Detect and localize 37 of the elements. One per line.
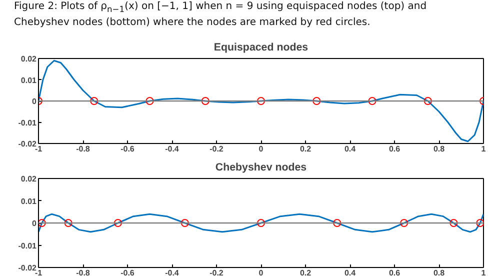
y-tick-label: -0.01 (18, 241, 38, 250)
x-tick-label: 0 (258, 268, 264, 278)
x-tick-label: 0.4 (344, 144, 356, 154)
x-tick-label: 0.2 (300, 268, 312, 278)
x-tick-label: -0.2 (210, 144, 224, 154)
x-tick-label: -0.2 (210, 268, 224, 278)
x-tick-label: -1 (34, 144, 43, 154)
y-tick-label: 0.01 (20, 76, 38, 85)
y-tick-label: -0.01 (18, 118, 38, 128)
x-tick-label: -1 (34, 268, 43, 278)
x-tick-label: -0.6 (120, 268, 135, 278)
caption: Figure 2: Plots of ρ$_{n−1}$(x) on [−1, 1] when n = 9 using equispaced nodes (top) and Chebyshev nodes (bottom) where the nodes are marked by red circles. (14, 0, 428, 29)
x-tick-label: 0 (258, 144, 264, 154)
x-tick-label: -0.8 (76, 144, 90, 154)
x-tick-label: 0.6 (388, 144, 401, 154)
x-tick-label: 0.6 (388, 268, 401, 278)
y-tick-label: 0 (32, 97, 38, 106)
x-tick-label: -0.8 (76, 268, 90, 278)
y-tick-label: 0.01 (20, 196, 38, 206)
line-series (38, 60, 484, 142)
y-tick-label: -0.02 (18, 264, 38, 272)
x-tick-label: -0.4 (165, 268, 180, 278)
x-tick-label: 0.8 (433, 268, 446, 278)
x-tick-label: 1 (481, 268, 486, 278)
chart-title: Chebyshev nodes (215, 162, 307, 174)
line-series (38, 213, 484, 233)
x-tick-label: 0.4 (344, 268, 356, 278)
x-tick-label: -0.4 (165, 144, 180, 154)
y-tick-label: -0.02 (18, 140, 38, 148)
x-tick-label: 1 (481, 144, 486, 154)
chart-title: Equispaced nodes (214, 42, 308, 54)
x-tick-label: 0.8 (433, 144, 446, 154)
x-tick-label: 0.2 (300, 144, 312, 154)
y-tick-label: 0.02 (20, 174, 38, 184)
y-tick-label: 0.02 (20, 54, 38, 64)
y-tick-label: 0 (32, 219, 38, 228)
x-tick-label: -0.6 (120, 144, 135, 154)
